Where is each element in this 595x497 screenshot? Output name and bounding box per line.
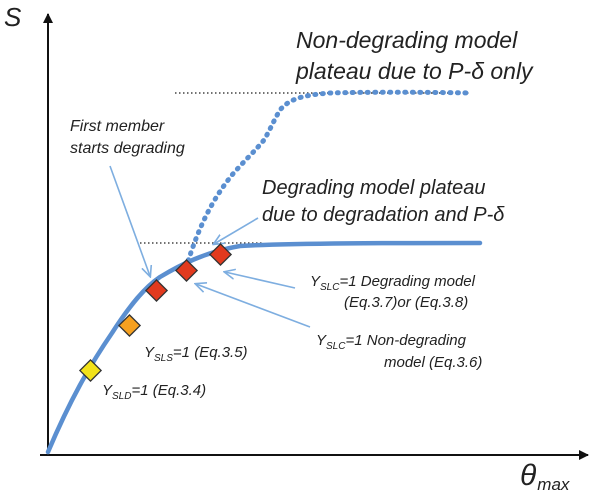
slc-nondegrading-label-line1: YSLC=1 Non-degrading <box>316 332 467 352</box>
marker-first-degrading-diamond <box>144 278 169 303</box>
degrading-annotation-line2: due to degradation and P-δ <box>262 204 505 226</box>
arrow-first-member <box>109 165 150 276</box>
sls-label: YSLS=1 (Eq.3.5) <box>144 344 248 364</box>
slc-nondegrading-label-line2: model (Eq.3.6) <box>384 354 482 371</box>
sld-label: YSLD=1 (Eq.3.4) <box>102 382 206 402</box>
marker-slc-degrading-diamond <box>208 242 233 267</box>
non-degrading-curve <box>183 89 473 271</box>
marker-sls-diamond <box>117 313 142 338</box>
arrow-slc-degrading <box>225 272 296 289</box>
arrow-degrading-plateau <box>214 217 259 244</box>
arrow-slc-nondegrading <box>196 284 311 328</box>
first-member-annotation-line2: starts degrading <box>70 140 185 157</box>
x-axis-label: θmax <box>520 459 570 494</box>
non-degrading-annotation-line2: plateau due to P-δ only <box>295 58 534 84</box>
slc-degrading-label-line1: YSLC=1 Degrading model <box>310 273 476 293</box>
non-degrading-annotation-line1: Non-degrading model <box>296 27 518 53</box>
degrading-annotation-line1: Degrading model plateau <box>262 177 486 199</box>
marker-sld-diamond <box>78 358 103 383</box>
y-axis-label: S <box>4 2 22 32</box>
slc-degrading-label-line2: (Eq.3.7)or (Eq.3.8) <box>344 294 468 311</box>
marker-slc-nondegrading-diamond <box>174 258 199 283</box>
first-member-annotation-line1: First member <box>70 118 165 135</box>
